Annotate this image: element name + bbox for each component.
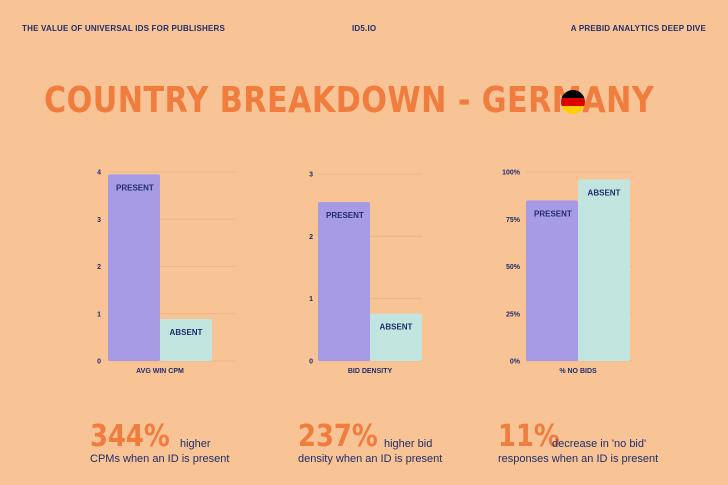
x-axis-label: BID DENSITY: [348, 368, 393, 375]
bar-present: [526, 200, 578, 361]
page-title: COUNTRY BREAKDOWN - GERMANY: [44, 80, 655, 121]
y-tick-label: 0: [309, 359, 313, 366]
bar-label: ABSENT: [588, 189, 621, 198]
header-left-text: THE VALUE OF UNIVERSAL IDS FOR PUBLISHER…: [22, 24, 226, 33]
germany-flag-icon: [561, 90, 585, 114]
header-center-text: ID5.IO: [352, 24, 377, 33]
y-tick-label: 3: [97, 217, 101, 224]
bar-present: [318, 202, 370, 361]
stat-text-line1: decrease in 'no bid': [552, 438, 647, 450]
x-axis-label: % NO BIDS: [559, 368, 597, 375]
bar-absent: [160, 318, 212, 361]
y-tick-label: 25%: [506, 311, 521, 318]
y-tick-label: 50%: [506, 264, 521, 271]
stat-value: 11%: [498, 419, 560, 454]
stat-text-line2: responses when an ID is present: [498, 453, 659, 465]
stat-text-line1: higher: [180, 438, 211, 450]
y-tick-label: 2: [97, 264, 101, 271]
y-tick-label: 3: [309, 172, 313, 179]
bar-label: PRESENT: [534, 209, 572, 218]
bar-absent: [370, 313, 422, 361]
bar-label: ABSENT: [380, 323, 413, 332]
bar-present: [108, 174, 160, 361]
y-tick-label: 1: [97, 311, 101, 318]
stat-no-bids: 11% decrease in 'no bid' responses when …: [498, 419, 658, 466]
stat-value: 344%: [90, 419, 170, 454]
y-tick-label: 4: [97, 170, 101, 177]
stat-bid-density: 237% higher bid density when an ID is pr…: [298, 419, 442, 466]
stat-text-line2: density when an ID is present: [298, 453, 443, 465]
y-tick-label: 0: [97, 359, 101, 366]
x-axis-label: AVG WIN CPM: [136, 368, 184, 375]
stat-value: 237%: [298, 419, 378, 454]
bar-label: ABSENT: [170, 328, 203, 337]
stat-text-line1: higher bid: [384, 438, 433, 450]
header-right-text: A PREBID ANALYTICS DEEP DIVE: [570, 24, 706, 33]
flag-stripe-gold: [561, 106, 585, 114]
flag-stripe-black: [561, 90, 585, 98]
y-tick-label: 2: [309, 234, 313, 241]
flag-stripe-red: [561, 98, 585, 106]
stat-text-line2: CPMs when an ID is present: [90, 453, 230, 465]
stat-cpm: 344% higher CPMs when an ID is present: [90, 419, 229, 466]
y-tick-label: 100%: [502, 170, 521, 177]
y-tick-label: 1: [309, 296, 313, 303]
bar-label: PRESENT: [326, 211, 364, 220]
bar-absent: [578, 179, 630, 361]
bar-label: PRESENT: [116, 183, 154, 192]
y-tick-label: 75%: [506, 217, 521, 224]
y-tick-label: 0%: [510, 359, 521, 366]
